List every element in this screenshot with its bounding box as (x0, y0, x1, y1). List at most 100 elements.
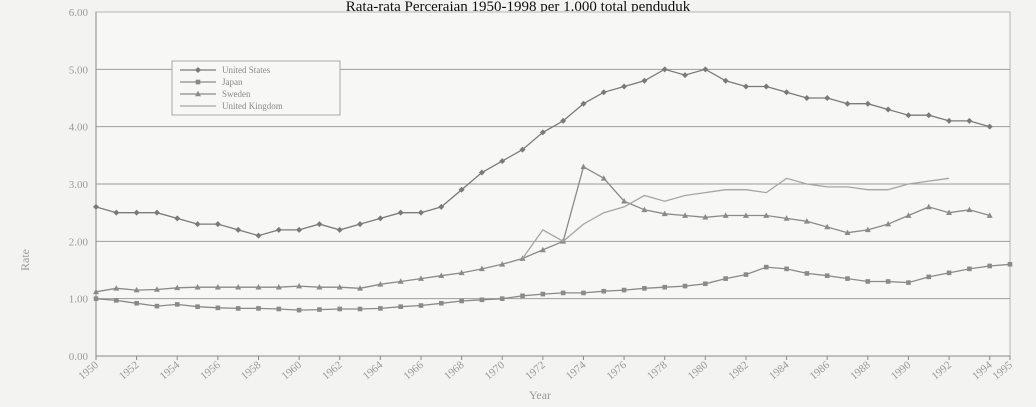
x-tick-label-23: 1995 (990, 359, 1015, 383)
y-tick-label-3: 3.00 (69, 179, 89, 191)
data-point-2-2 (133, 286, 140, 293)
data-point-0-41 (925, 112, 932, 119)
data-point-1-30 (703, 281, 708, 287)
data-point-1-14 (378, 306, 383, 311)
data-point-1-7 (235, 306, 241, 311)
data-point-2-29 (682, 212, 689, 218)
legend: United States Japan Sweden United Kingdom (171, 60, 341, 116)
data-point-1-35 (804, 271, 810, 276)
legend-label-1: Japan (222, 77, 243, 87)
data-point-0-12 (336, 226, 343, 233)
data-point-1-16 (418, 303, 424, 308)
series-sweden (93, 163, 993, 295)
data-point-2-7 (235, 284, 242, 290)
data-point-2-11 (316, 284, 323, 290)
x-tick-label-22: 1994 (970, 359, 995, 383)
x-tick-label-10: 1970 (483, 359, 508, 383)
data-point-0-10 (296, 226, 303, 233)
data-point-1-2 (134, 300, 139, 306)
data-point-1-45 (1007, 261, 1013, 267)
legend-label-0: United States (222, 65, 271, 75)
data-point-0-26 (621, 83, 628, 90)
data-point-0-38 (864, 100, 871, 107)
data-point-1-39 (885, 279, 891, 284)
series-line-1 (95, 263, 1011, 311)
data-point-1-21 (520, 293, 525, 299)
data-point-2-15 (397, 278, 404, 284)
data-point-1-9 (276, 306, 282, 312)
data-point-1-18 (459, 298, 464, 304)
x-tick-label-9: 1968 (442, 359, 467, 383)
data-point-2-28 (661, 210, 668, 217)
data-point-1-42 (946, 270, 952, 276)
data-point-0-3 (153, 209, 160, 216)
data-point-2-43 (966, 206, 973, 213)
y-tick-labels: 0.00 1.00 2.00 3.00 4.00 5.00 6.00 (69, 7, 89, 363)
data-point-1-40 (906, 280, 911, 285)
data-point-1-36 (824, 273, 830, 279)
data-point-1-44 (987, 263, 992, 269)
series-united-kingdom (521, 177, 950, 259)
data-point-0-34 (783, 89, 790, 96)
x-tick-label-19: 1988 (848, 359, 873, 383)
data-point-0-24 (580, 100, 587, 107)
data-point-0-0 (93, 203, 99, 210)
data-point-1-24 (581, 290, 586, 296)
data-point-1-22 (540, 291, 546, 297)
data-point-2-1 (113, 285, 120, 291)
data-point-1-8 (256, 306, 261, 311)
data-point-1-38 (865, 279, 871, 284)
data-point-2-5 (194, 284, 201, 290)
x-tick-labels: 1950 1952 1954 1956 1958 1960 1962 1964 1966 1968… (76, 359, 1015, 383)
legend-label-2: Sweden (222, 89, 251, 99)
x-tick-label-15: 1980 (686, 359, 711, 383)
data-point-0-17 (438, 203, 445, 210)
data-point-1-34 (784, 266, 789, 272)
data-point-0-14 (377, 215, 384, 222)
data-point-1-0 (93, 296, 99, 301)
data-point-0-25 (600, 89, 607, 96)
x-tick-label-14: 1978 (645, 359, 670, 383)
data-point-2-35 (803, 218, 810, 224)
x-tick-label-5: 1960 (279, 359, 304, 383)
data-point-0-44 (986, 123, 993, 130)
y-tick-label-1: 1.00 (69, 294, 89, 306)
x-tick-label-13: 1976 (604, 359, 629, 383)
x-tick-label-3: 1956 (198, 359, 223, 383)
data-point-1-33 (763, 264, 769, 270)
data-point-0-21 (519, 146, 526, 153)
data-point-1-4 (174, 302, 180, 307)
data-point-0-23 (560, 117, 567, 124)
data-point-2-19 (478, 265, 485, 272)
data-point-2-8 (255, 284, 262, 290)
data-point-2-41 (925, 203, 932, 210)
x-tick-label-11: 1972 (523, 359, 548, 382)
data-point-1-32 (743, 272, 749, 277)
y-axis-title: Rate (18, 249, 32, 271)
legend-marker-2 (195, 90, 201, 97)
data-point-0-35 (803, 95, 810, 101)
x-tick-label-18: 1986 (808, 359, 833, 383)
data-point-1-17 (438, 300, 444, 306)
data-point-0-2 (133, 209, 140, 216)
data-point-0-28 (661, 66, 668, 73)
legend-label-3: United Kingdom (222, 101, 283, 111)
data-point-2-16 (417, 275, 424, 281)
x-tick-label-16: 1982 (726, 359, 751, 382)
series-group (93, 66, 1013, 313)
data-point-0-30 (702, 66, 709, 73)
data-point-0-19 (478, 169, 485, 176)
data-point-0-16 (417, 209, 424, 216)
data-point-1-43 (967, 266, 972, 272)
data-point-2-10 (296, 282, 303, 289)
data-point-2-38 (864, 226, 871, 233)
data-point-0-5 (194, 221, 201, 228)
data-point-0-27 (641, 77, 648, 84)
data-point-2-4 (174, 284, 181, 291)
data-point-2-25 (600, 175, 607, 181)
data-point-2-22 (539, 246, 546, 253)
series-line-3 (521, 177, 950, 259)
x-tick-label-20: 1990 (889, 359, 914, 383)
x-tick-label-7: 1964 (361, 359, 386, 383)
data-point-0-7 (235, 226, 242, 233)
